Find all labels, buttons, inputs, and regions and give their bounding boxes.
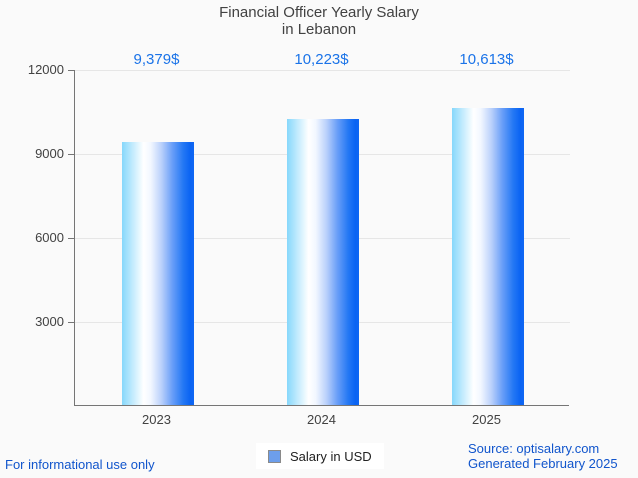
value-label-2025: 10,613$ [459, 51, 514, 68]
y-axis-label-3000: 3000 [35, 314, 64, 329]
source-link[interactable]: Source: optisalary.com [468, 441, 600, 456]
chart-legend[interactable]: Salary in USD [256, 443, 384, 469]
x-axis-label-2024: 2024 [307, 412, 336, 427]
value-label-2023: 9,379$ [133, 51, 180, 68]
x-axis-label-2025: 2025 [472, 412, 501, 427]
y-axis-label-9000: 9000 [35, 146, 64, 161]
source-block: Source: optisalary.com Generated Februar… [468, 441, 618, 471]
bar-2023[interactable] [121, 142, 194, 405]
gridline-12000 [75, 70, 570, 71]
plot-area [74, 70, 570, 406]
y-axis-label-12000: 12000 [27, 62, 64, 77]
x-axis-label-2023: 2023 [142, 412, 171, 427]
disclaimer-text: For informational use only [5, 457, 155, 472]
generated-date: Generated February 2025 [468, 456, 618, 471]
y-tick-mark [68, 154, 74, 155]
y-tick-mark [68, 322, 74, 323]
bar-2024[interactable] [286, 119, 359, 405]
chart-title: Financial Officer Yearly Salary in Leban… [0, 4, 638, 38]
y-axis-label-6000: 6000 [35, 230, 64, 245]
chart-title-line2: in Lebanon [281, 21, 357, 38]
chart-title-line1: Financial Officer Yearly Salary [219, 4, 419, 21]
legend-series-label: Salary in USD [290, 448, 372, 464]
y-tick-mark [68, 70, 74, 71]
y-tick-mark [68, 238, 74, 239]
bar-2025[interactable] [451, 108, 524, 405]
legend-swatch-icon [268, 449, 281, 463]
value-label-2024: 10,223$ [294, 51, 349, 68]
